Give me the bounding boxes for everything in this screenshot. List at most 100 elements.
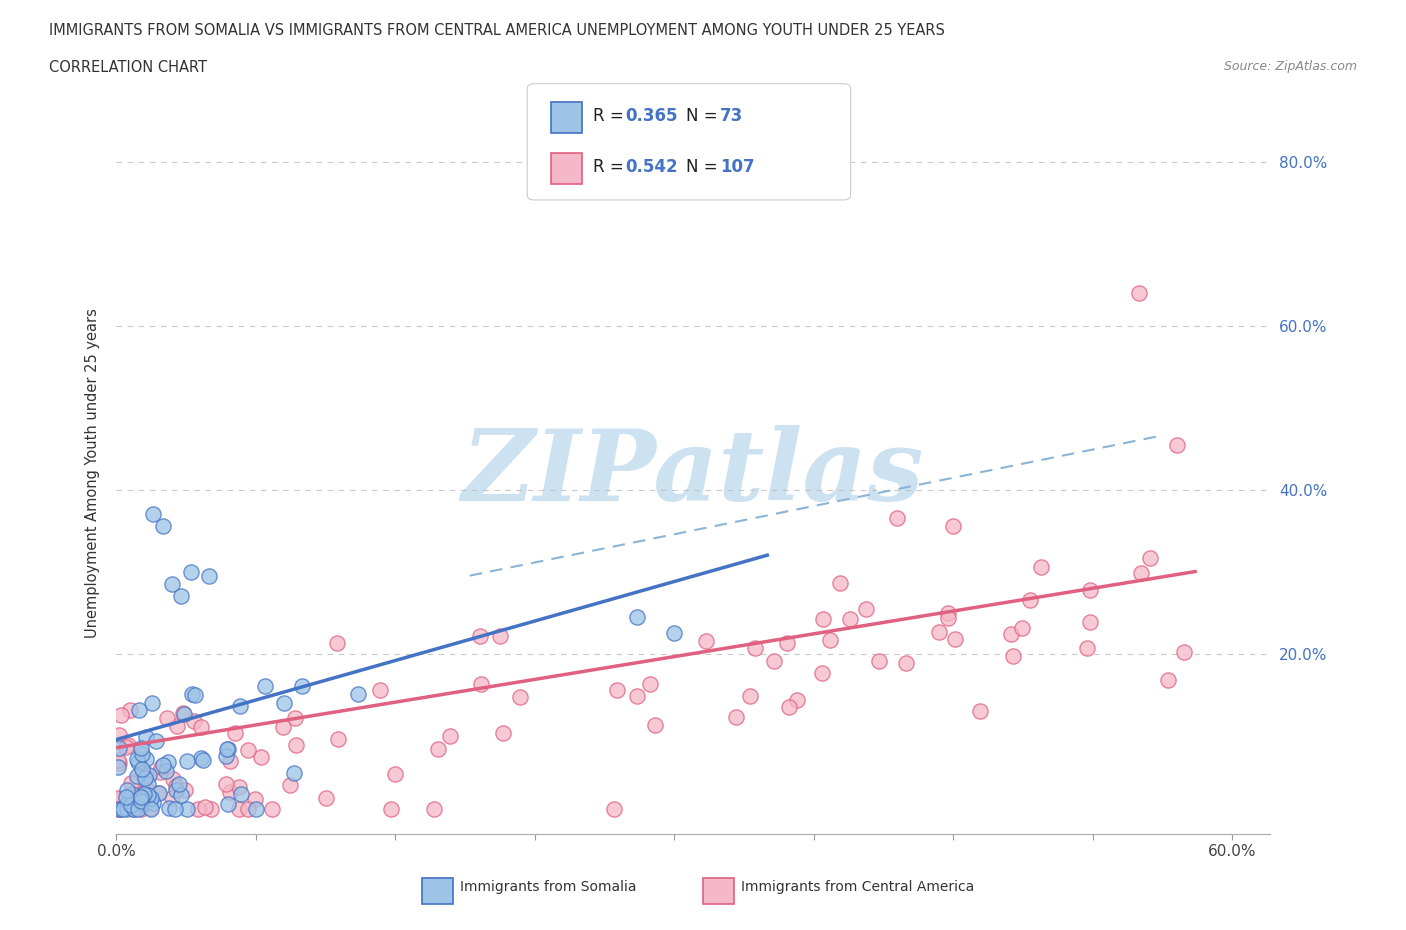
Text: IMMIGRANTS FROM SOMALIA VS IMMIGRANTS FROM CENTRAL AMERICA UNEMPLOYMENT AMONG YO: IMMIGRANTS FROM SOMALIA VS IMMIGRANTS FR… (49, 23, 945, 38)
Text: 0.365: 0.365 (626, 107, 678, 125)
Point (174, 783, 197, 798)
Point (1157, 672, 1180, 687)
Point (238, 802, 260, 817)
Point (315, 790, 337, 805)
Point (762, 654, 785, 669)
Point (108, 792, 131, 807)
Point (122, 802, 145, 817)
Point (250, 750, 273, 764)
Point (943, 631, 966, 646)
Point (117, 737, 139, 752)
Point (228, 779, 250, 794)
Point (1166, 437, 1188, 452)
Point (110, 707, 132, 722)
Point (326, 636, 349, 651)
Point (127, 754, 149, 769)
Point (152, 757, 174, 772)
Point (176, 753, 198, 768)
Point (811, 612, 834, 627)
Text: 107: 107 (720, 158, 755, 176)
Point (778, 699, 800, 714)
Point (121, 787, 143, 802)
Point (127, 768, 149, 783)
Point (136, 787, 159, 802)
Point (488, 628, 510, 643)
Point (245, 802, 267, 817)
Point (117, 802, 139, 817)
Point (111, 802, 134, 817)
Text: Immigrants from Central America: Immigrants from Central America (741, 880, 974, 894)
Point (606, 683, 628, 698)
Text: Source: ZipAtlas.com: Source: ZipAtlas.com (1223, 60, 1357, 73)
Point (127, 802, 149, 817)
Point (167, 777, 190, 791)
Text: N =: N = (686, 158, 723, 176)
Point (328, 731, 350, 746)
Point (384, 767, 406, 782)
Point (190, 719, 212, 734)
Point (108, 727, 131, 742)
Point (198, 568, 221, 583)
Point (786, 692, 808, 707)
Point (283, 766, 305, 781)
Point (107, 802, 129, 817)
Text: Immigrants from Somalia: Immigrants from Somalia (460, 880, 637, 894)
Point (855, 602, 877, 617)
Point (129, 793, 152, 808)
Point (138, 767, 160, 782)
Text: CORRELATION CHART: CORRELATION CHART (49, 60, 207, 75)
Point (115, 797, 138, 812)
Point (468, 628, 491, 643)
Point (141, 696, 163, 711)
Point (644, 717, 666, 732)
Point (695, 633, 717, 648)
Text: 73: 73 (720, 107, 744, 125)
Point (129, 802, 152, 817)
Point (626, 688, 648, 703)
Point (134, 796, 156, 811)
Point (187, 802, 209, 817)
Point (1139, 551, 1161, 565)
Point (145, 733, 167, 748)
Point (969, 704, 991, 719)
Point (160, 791, 183, 806)
Text: R =: R = (593, 107, 630, 125)
Point (107, 790, 129, 805)
Point (135, 781, 157, 796)
Point (928, 625, 950, 640)
Point (173, 707, 195, 722)
Point (224, 725, 246, 740)
Point (114, 790, 136, 804)
Point (260, 802, 283, 817)
Point (380, 802, 402, 817)
Point (180, 565, 202, 579)
Point (170, 589, 193, 604)
Point (125, 773, 148, 788)
Point (120, 703, 142, 718)
Y-axis label: Unemployment Among Youth under 25 years: Unemployment Among Youth under 25 years (86, 308, 100, 638)
Point (115, 783, 138, 798)
Point (155, 764, 177, 778)
Point (1130, 565, 1153, 580)
Point (894, 656, 917, 671)
Point (284, 711, 307, 725)
Point (152, 519, 174, 534)
Point (120, 796, 142, 811)
Point (273, 696, 295, 711)
Point (108, 740, 131, 755)
Point (134, 786, 156, 801)
Point (118, 788, 141, 803)
Point (165, 778, 187, 793)
Point (238, 743, 260, 758)
Point (347, 687, 370, 702)
Point (1128, 286, 1150, 300)
Point (228, 801, 250, 816)
Point (108, 755, 131, 770)
Point (108, 802, 131, 817)
Point (166, 719, 188, 734)
Point (215, 748, 238, 763)
Point (165, 782, 187, 797)
Point (936, 605, 959, 620)
Point (132, 764, 155, 779)
Point (156, 711, 179, 725)
